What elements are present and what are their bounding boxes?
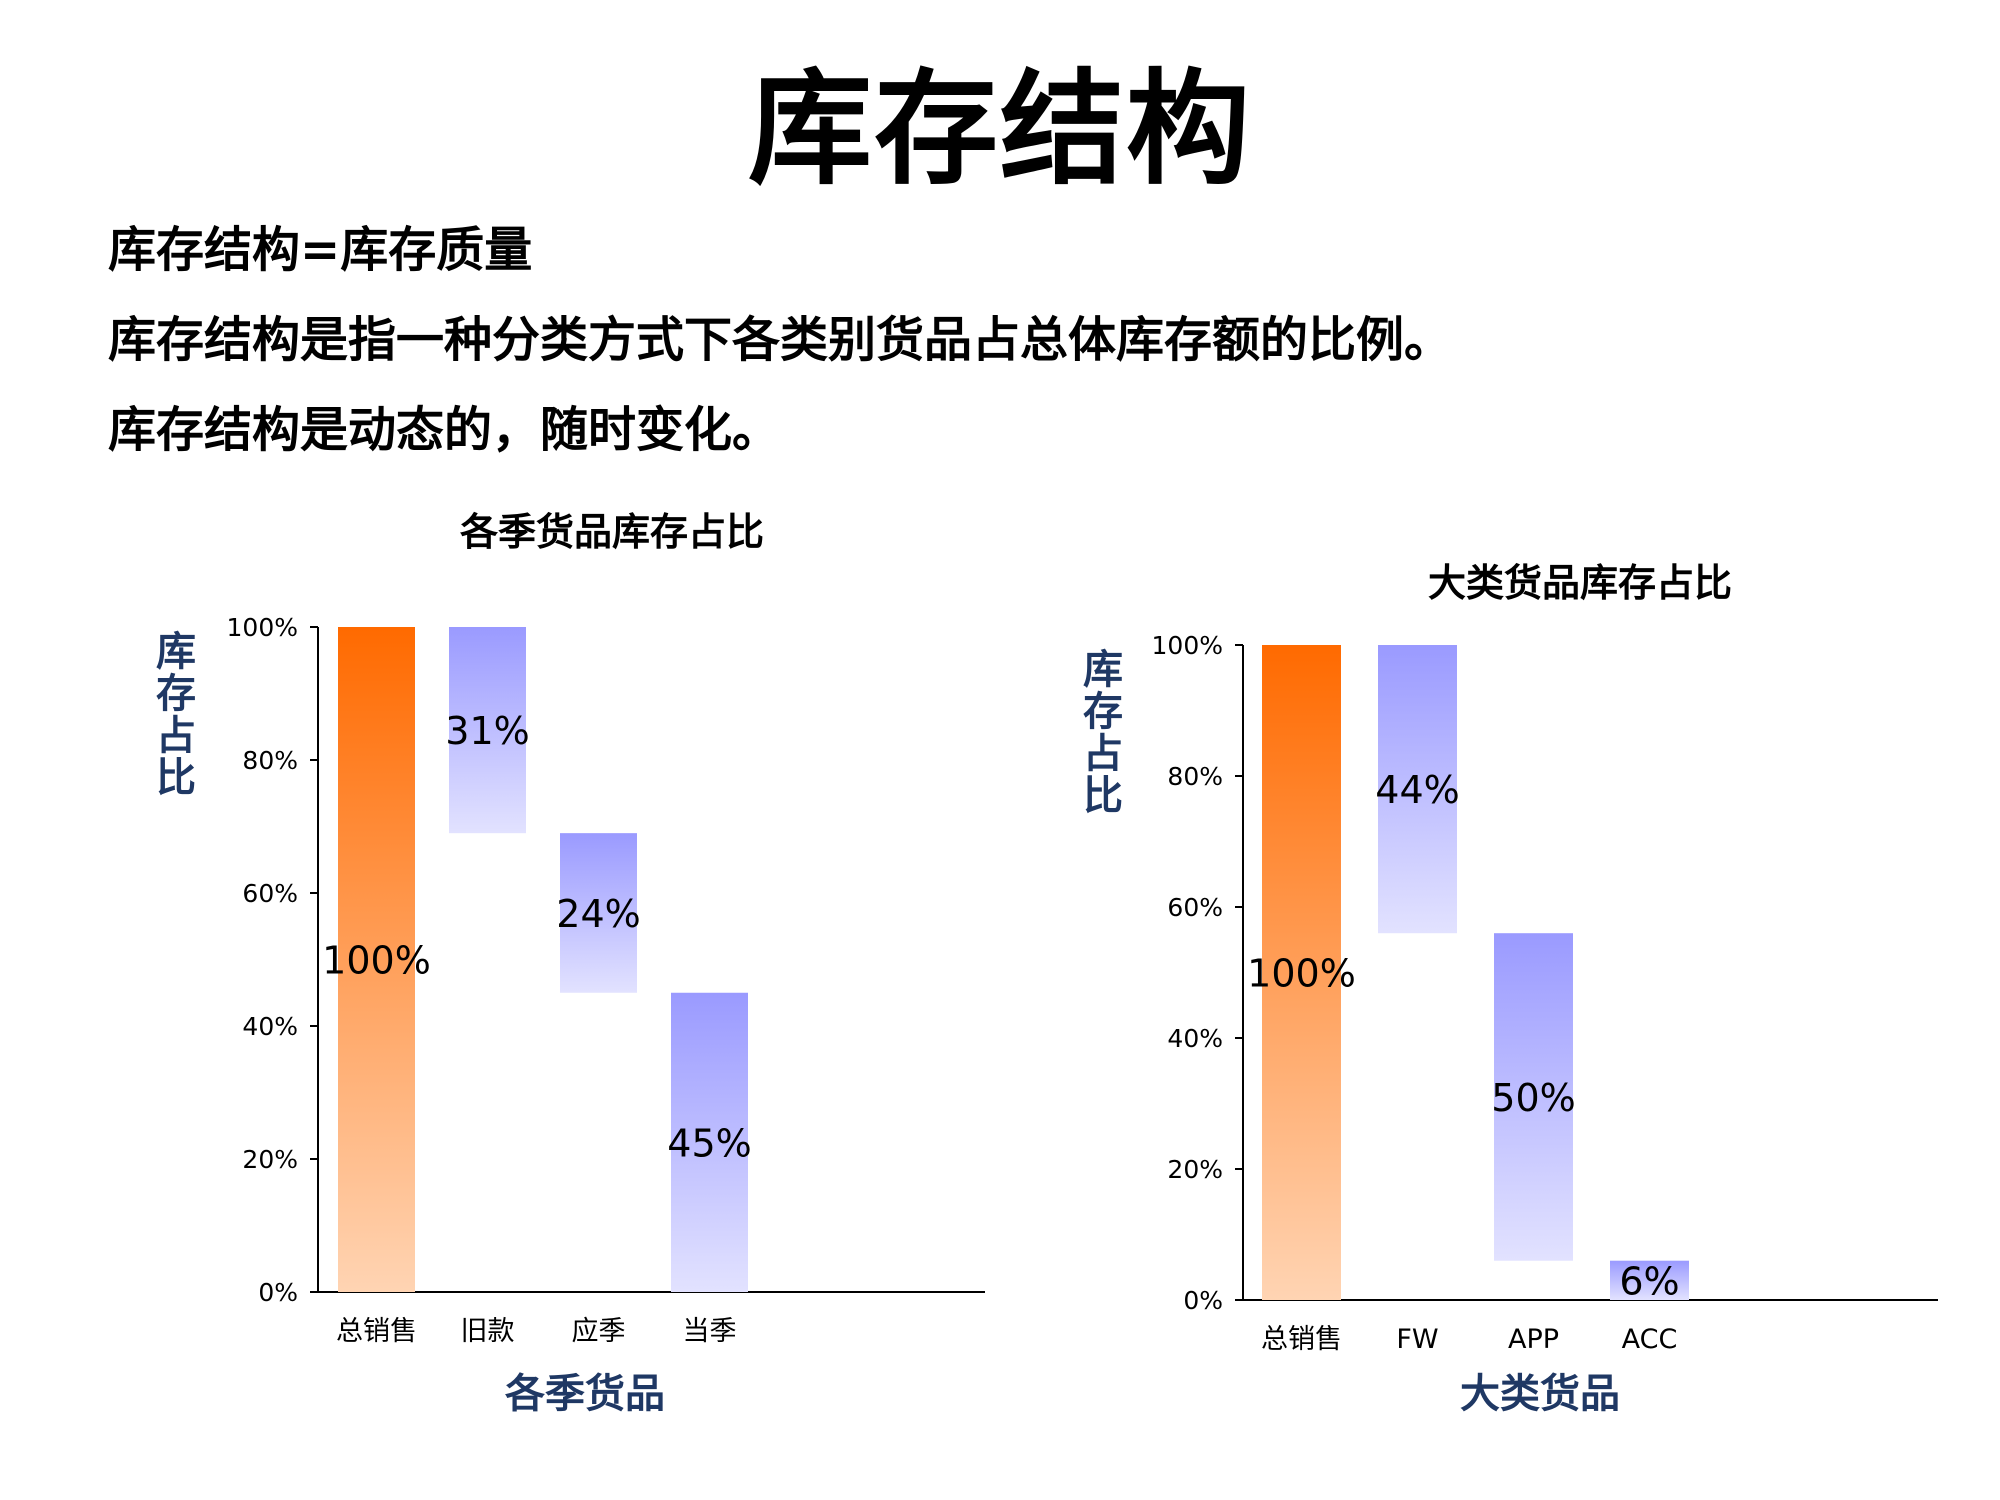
category-label: 当季 [683,1316,737,1347]
bar-segment [1378,645,1457,934]
data-label: 31% [445,709,529,753]
y-tick-label: 60% [1167,893,1223,922]
category-label: 旧款 [461,1316,515,1347]
data-label: 100% [1247,952,1356,996]
category-label: 总销售 [1261,1324,1342,1355]
y-tick-label: 60% [242,879,298,908]
category-stock-chart: 大类货品库存占比0%20%40%60%80%100%100%总销售44%FW50… [1083,561,1938,1417]
data-label: 100% [322,939,431,983]
y-tick-label: 100% [227,613,298,642]
y-tick-label: 40% [1167,1024,1223,1053]
data-label: 44% [1375,768,1459,812]
y-tick-label: 20% [242,1145,298,1174]
category-label: APP [1508,1324,1559,1355]
y-tick-label: 40% [242,1012,298,1041]
y-axis-title: 库存占比 [156,629,196,801]
description-line: 库存结构是指一种分类方式下各类别货品占总体库存额的比例。 [108,312,1453,368]
y-tick-label: 100% [1152,631,1223,660]
x-axis-title: 各季货品 [505,1371,665,1417]
bar-segment [1610,1260,1689,1300]
bar-total [1262,645,1341,1300]
y-tick-label: 0% [1183,1286,1223,1315]
data-label: 24% [556,892,640,936]
y-axis-title: 库存占比 [1083,647,1123,819]
category-label: 应季 [572,1316,626,1347]
category-label: 总销售 [336,1316,417,1347]
data-label: 6% [1619,1259,1679,1303]
dynamic-note-line: 库存结构是动态的，随时变化。 [108,402,781,458]
bar-segment [1494,933,1573,1261]
bar-segment [671,992,748,1292]
category-label: ACC [1622,1324,1678,1355]
y-tick-label: 0% [258,1278,298,1307]
y-tick-label: 80% [242,746,298,775]
category-label: FW [1396,1324,1438,1355]
data-label: 45% [667,1121,751,1165]
data-label: 50% [1491,1076,1575,1120]
bar-segment [560,833,637,993]
y-tick-label: 20% [1167,1155,1223,1184]
chart-title: 各季货品库存占比 [460,510,764,554]
chart-title: 大类货品库存占比 [1428,561,1732,605]
page-title: 库存结构 [747,58,1252,202]
season-stock-chart: 各季货品库存占比0%20%40%60%80%100%100%总销售31%旧款24… [156,510,985,1417]
x-axis-title: 大类货品 [1460,1371,1620,1417]
y-tick-label: 80% [1167,762,1223,791]
bar-total [338,627,415,1292]
definition-line: 库存结构=库存质量 [108,222,533,278]
bar-segment [449,627,526,834]
